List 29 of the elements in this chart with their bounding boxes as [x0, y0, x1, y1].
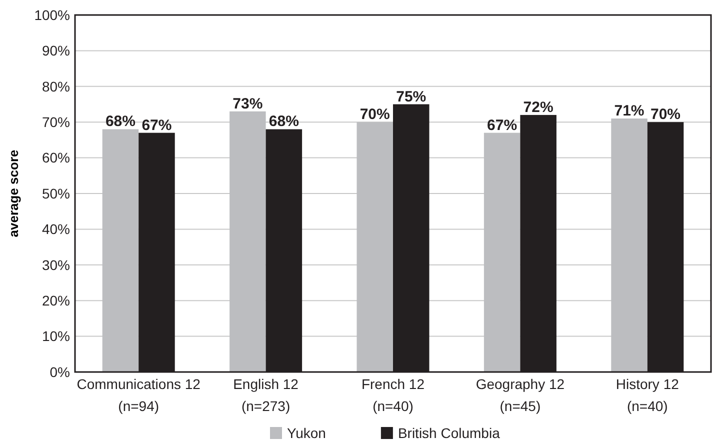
data-label: 67%: [142, 116, 172, 134]
data-label: 71%: [614, 102, 644, 120]
x-tick-label: Geography 12 (n=45): [476, 376, 565, 414]
y-tick-label: 70%: [42, 114, 70, 130]
x-tick-label: English 12 (n=273): [233, 376, 299, 414]
x-tick-label: History 12 (n=40): [616, 376, 680, 414]
y-tick-label: 20%: [42, 292, 70, 308]
data-label: 68%: [105, 113, 136, 130]
y-axis-title: average score: [6, 150, 21, 238]
legend-label: Yukon: [287, 425, 326, 441]
data-label: 72%: [523, 98, 554, 116]
data-label: 70%: [360, 106, 390, 124]
y-tick-label: 30%: [42, 256, 70, 273]
y-tick-label: 50%: [42, 185, 70, 202]
x-tick-label: Communications 12 (n=94): [76, 376, 201, 414]
y-tick-label: 100%: [34, 6, 70, 23]
y-tick-label: 60%: [42, 150, 70, 166]
y-tick-label: 40%: [42, 221, 70, 238]
data-label: 68%: [268, 113, 299, 130]
data-label: 70%: [650, 106, 681, 124]
data-label: 75%: [396, 88, 426, 106]
y-tick-label: 80%: [42, 78, 70, 94]
data-label: 73%: [232, 95, 263, 112]
data-label: 67%: [487, 116, 518, 134]
legend-label: British Columbia: [398, 425, 500, 441]
y-tick-label: 90%: [42, 42, 70, 59]
y-tick-label: 0%: [50, 364, 70, 380]
x-tick-label: French 12 (n=40): [361, 376, 425, 414]
y-tick-label: 10%: [42, 328, 70, 344]
